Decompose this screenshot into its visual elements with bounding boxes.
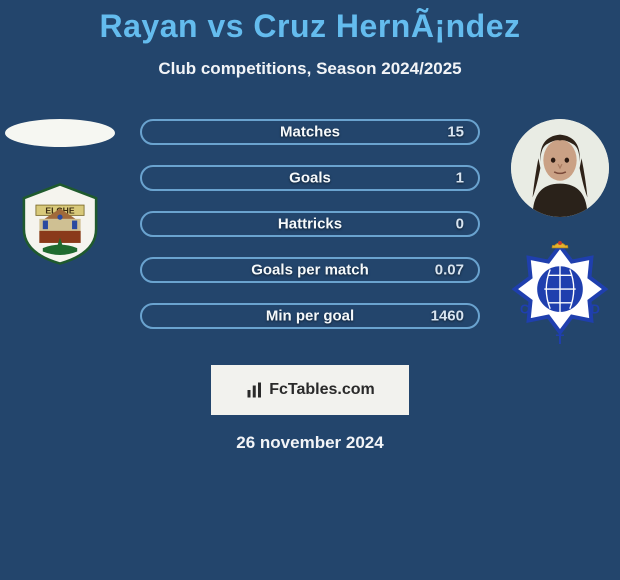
brand-text: FcTables.com: [269, 381, 375, 399]
stat-label: Hattricks: [278, 216, 342, 233]
tenerife-crest-icon: T C D: [510, 240, 610, 348]
date-text: 26 november 2024: [236, 433, 383, 453]
right-player-avatar: [511, 119, 609, 217]
stat-value-right: 0.07: [435, 262, 464, 279]
stat-label: Min per goal: [266, 308, 354, 325]
stat-label: Goals per match: [251, 262, 369, 279]
stat-bar: Matches 15: [140, 119, 480, 145]
stat-bar: Goals per match 0.07: [140, 257, 480, 283]
stat-value-right: 0: [456, 216, 464, 233]
stat-bar: Goals 1: [140, 165, 480, 191]
stat-bar: Hattricks 0: [140, 211, 480, 237]
stat-bar: Min per goal 1460: [140, 303, 480, 329]
page-subtitle: Club competitions, Season 2024/2025: [0, 59, 620, 79]
left-player-column: ELCHE: [0, 119, 120, 269]
stat-value-right: 15: [447, 124, 464, 141]
svg-text:D: D: [591, 302, 600, 317]
svg-text:T: T: [556, 332, 565, 347]
left-club-crest: ELCHE: [10, 179, 110, 269]
elche-crest-icon: ELCHE: [15, 181, 105, 267]
footer: FcTables.com 26 november 2024: [0, 365, 620, 453]
svg-text:C: C: [520, 302, 529, 317]
left-avatar-placeholder: [5, 119, 115, 147]
bars-icon: [245, 381, 265, 399]
stat-label: Matches: [280, 124, 340, 141]
stat-value-right: 1460: [431, 308, 464, 325]
player-photo-icon: [511, 119, 609, 217]
stat-value-right: 1: [456, 170, 464, 187]
stat-label: Goals: [289, 170, 331, 187]
comparison-card: Rayan vs Cruz HernÃ¡ndez Club competitio…: [0, 0, 620, 580]
page-title: Rayan vs Cruz HernÃ¡ndez: [0, 0, 620, 45]
right-player-column: T C D: [500, 119, 620, 339]
stats-bars: Matches 15 Goals 1 Hattricks 0 Goals per…: [140, 119, 480, 329]
right-club-crest: T C D: [510, 249, 610, 339]
brand-box: FcTables.com: [211, 365, 409, 415]
